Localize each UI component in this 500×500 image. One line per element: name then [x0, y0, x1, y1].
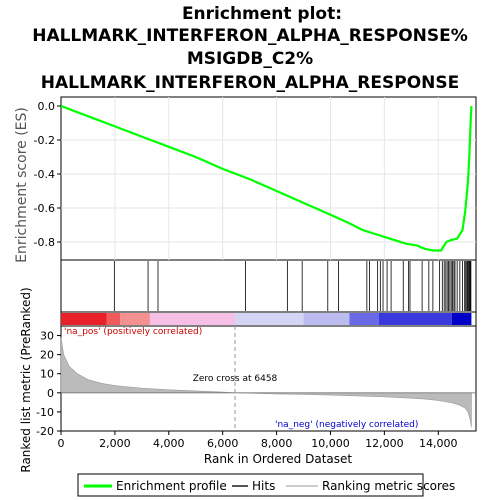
- metric-tick-label: 10: [40, 368, 54, 381]
- metric-tick-label: 0: [47, 387, 54, 400]
- es-tick-label: -0.6: [34, 202, 55, 215]
- colorbar-segment: [349, 313, 379, 325]
- x-tick-label: 14,000: [419, 437, 458, 450]
- x-tick-label: 0: [58, 437, 65, 450]
- pos-correlated-label: 'na_pos' (positively correlated): [64, 327, 202, 337]
- legend-label-metric: Ranking metric scores: [322, 479, 455, 493]
- es-panel-frame: [60, 96, 477, 261]
- metric-panel-frame: [60, 325, 477, 432]
- legend-label-enrichment: Enrichment profile: [116, 479, 227, 493]
- x-tick-label: 4,000: [153, 437, 185, 450]
- metric-tick-label: 20: [40, 349, 54, 362]
- rank-colorbar: [61, 313, 472, 325]
- legend-label-hits: Hits: [252, 479, 275, 493]
- es-gridlines: [61, 97, 476, 260]
- colorbar-segment: [451, 313, 472, 325]
- es-tick-label: -0.4: [34, 168, 55, 181]
- hits-panel-frame: [60, 259, 477, 313]
- es-tick-label: 0.0: [38, 100, 56, 113]
- colorbar-segment: [149, 313, 236, 325]
- ranked-metric-area: [60, 337, 476, 428]
- es-tick-label: -0.8: [34, 236, 55, 249]
- es-tick-label: -0.2: [34, 134, 55, 147]
- x-tick-label: 8,000: [261, 437, 293, 450]
- metric-tick-label: 30: [40, 330, 54, 343]
- metric-y-ticks: 30 20 10 0 -10 -20: [36, 330, 61, 438]
- colorbar-segment: [106, 313, 121, 325]
- plot-title-line-2: HALLMARK_INTERFERON_ALPHA_RESPONSE%: [32, 26, 468, 46]
- plot-title-line-4: HALLMARK_INTERFERON_ALPHA_RESPONSE: [41, 73, 460, 93]
- colorbar-segment: [303, 313, 350, 325]
- metric-y-axis-label: Ranked list metric (PreRanked): [19, 287, 33, 472]
- es-y-ticks: 0.0 -0.2 -0.4 -0.6 -0.8: [34, 100, 61, 249]
- colorbar-segment: [61, 313, 107, 325]
- plot-title-line-1: Enrichment plot:: [182, 4, 342, 24]
- hit-markers: [113, 261, 472, 311]
- metric-area-path: [60, 337, 472, 428]
- plot-title-line-3: MSIGDB_C2%: [187, 49, 313, 69]
- enrichment-profile-line: [60, 104, 473, 252]
- x-tick-label: 10,000: [311, 437, 350, 450]
- colorbar-segment: [378, 313, 452, 325]
- x-tick-label: 12,000: [365, 437, 404, 450]
- es-y-axis-label: Enrichment score (ES): [14, 107, 30, 263]
- x-tick-label: 2,000: [99, 437, 131, 450]
- colorbar-segment: [235, 313, 304, 325]
- legend-box: [77, 473, 424, 497]
- x-axis-ticks: 0 2,000 4,000 6,000 8,000 10,000 12,000 14,000: [58, 431, 458, 450]
- x-axis-label: Rank in Ordered Dataset: [204, 452, 352, 466]
- enrichment-profile-path: [60, 104, 473, 252]
- neg-correlated-label: 'na_neg' (negatively correlated): [275, 420, 418, 430]
- x-tick-label: 6,000: [207, 437, 239, 450]
- metric-tick-label: -20: [36, 425, 54, 438]
- colorbar-segment: [120, 313, 150, 325]
- metric-tick-label: -10: [36, 406, 54, 419]
